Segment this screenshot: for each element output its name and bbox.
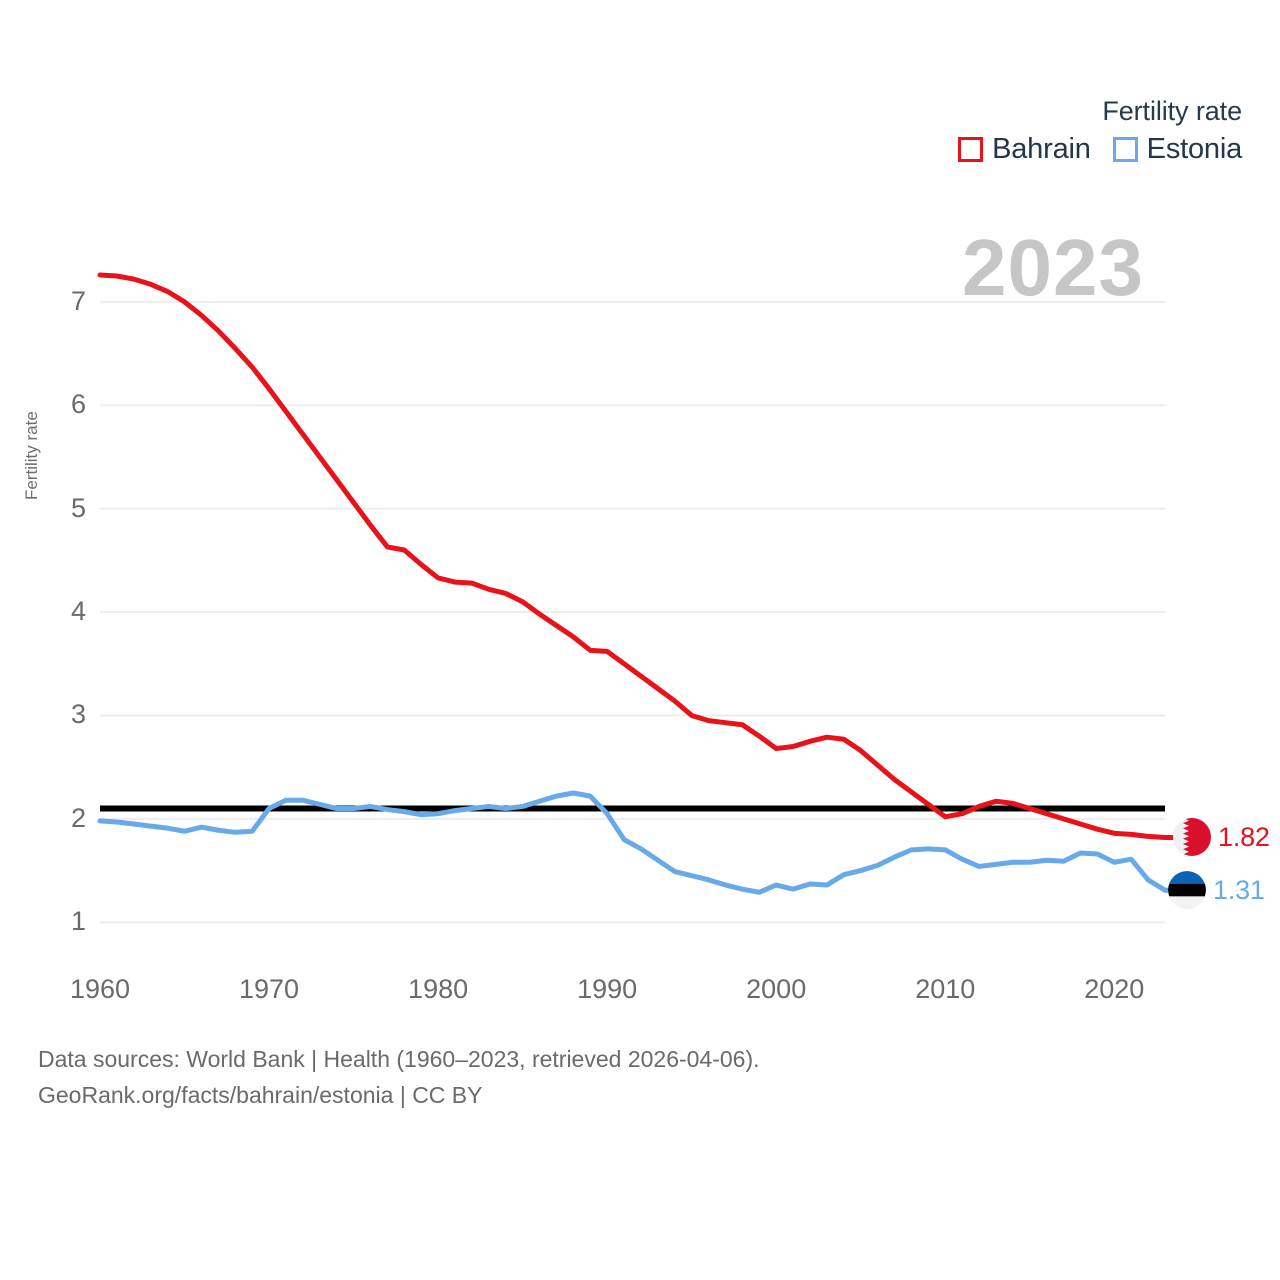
end-value-bahrain: 1.82 (1218, 821, 1270, 852)
bahrain-flag-icon (1173, 818, 1211, 857)
legend-item-estonia[interactable]: Estonia (1112, 133, 1243, 166)
footer-line-1: Data sources: World Bank | Health (1960–… (38, 1046, 760, 1072)
y-tick-label: 4 (70, 596, 86, 627)
series-line-estonia[interactable] (97, 790, 1168, 895)
legend-swatch-estonia (1112, 137, 1138, 163)
end-value-estonia: 1.31 (1213, 874, 1265, 905)
y-axis-title: Fertility rate (22, 411, 41, 500)
legend-title: Fertility rate (1102, 96, 1242, 126)
legend: Fertility rate Bahrain Estonia (958, 96, 1242, 164)
y-tick-label: 7 (70, 285, 86, 316)
x-tick-label: 2020 (1084, 974, 1145, 1004)
y-tick-label: 6 (70, 389, 86, 420)
y-tick-label: 1 (70, 906, 86, 937)
x-tick-label: 1980 (408, 974, 469, 1004)
y-tick-label: 2 (70, 802, 86, 833)
x-tick-label: 1990 (577, 974, 638, 1004)
end-marker-bahrain[interactable]: 1.82 (1173, 818, 1270, 857)
chart-area: Fertility rate 1 2 3 4 5 6 7 1960 1970 1980 1990 2… (22, 272, 1186, 1004)
x-tick-label: 1970 (239, 974, 300, 1004)
series-line-bahrain[interactable] (97, 272, 1168, 840)
end-marker-estonia[interactable]: 1.31 (1168, 871, 1265, 910)
legend-items: Bahrain Estonia (958, 135, 1242, 164)
legend-swatch-bahrain (958, 137, 984, 163)
legend-label-bahrain: Bahrain (992, 133, 1091, 166)
x-tick-label: 2010 (915, 974, 976, 1004)
footer-line-2: GeoRank.org/facts/bahrain/estonia | CC B… (38, 1081, 483, 1108)
year-badge: 2023 (962, 223, 1144, 312)
fertility-rate-line-chart (97, 272, 1186, 924)
estonia-flag-icon (1168, 871, 1206, 910)
x-tick-label: 2000 (746, 974, 807, 1004)
x-tick-label: 1960 (69, 974, 131, 1004)
y-tick-label: 3 (70, 699, 86, 730)
y-tick-label: 5 (70, 492, 86, 523)
footer-credits: Data sources: World Bank | Health (1960–… (38, 1042, 760, 1113)
legend-label-estonia: Estonia (1146, 133, 1243, 166)
legend-item-bahrain[interactable]: Bahrain (958, 135, 1091, 164)
